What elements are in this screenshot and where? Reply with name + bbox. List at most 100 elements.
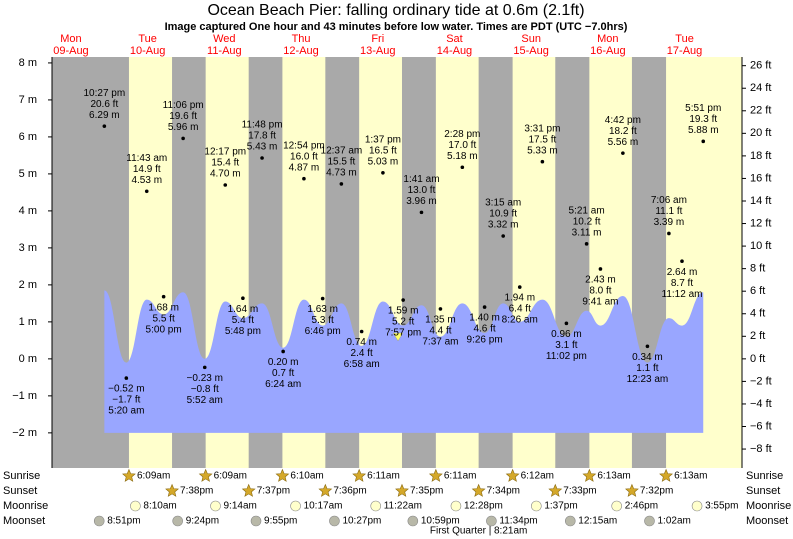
moon-phase: First Quarter — [430, 526, 487, 537]
tide-extreme — [598, 267, 603, 271]
tide-extreme — [381, 170, 385, 175]
extreme-label: 5:51 pm — [685, 103, 721, 114]
y-tick-label: 3 m — [19, 242, 37, 254]
tide-extreme — [124, 376, 129, 380]
extreme-label: 5.18 m — [447, 151, 478, 162]
extreme-label: 10.2 ft — [573, 216, 601, 227]
moonset-icon — [172, 515, 183, 527]
tide-extreme — [359, 329, 364, 334]
day-date: 13-Aug — [360, 45, 395, 57]
tide-extreme — [680, 259, 684, 264]
extreme-label: 2.4 ft — [351, 348, 373, 359]
extreme-label: 8.0 ft — [589, 286, 611, 297]
tide-extreme — [339, 182, 344, 186]
extreme-label: 5:21 am — [569, 205, 605, 216]
extreme-label: 1:37 pm — [365, 134, 401, 145]
tide-extreme — [501, 234, 505, 238]
y2-tick-label: 26 ft — [750, 60, 771, 72]
extreme-label: 11:48 pm — [242, 120, 283, 131]
extreme-label: 5.2 ft — [392, 317, 414, 328]
sunset-time: 7:36pm — [333, 486, 366, 497]
extreme-label: 17.5 ft — [528, 134, 556, 145]
extreme-label: 4.4 ft — [429, 326, 451, 337]
moonset-icon — [486, 515, 497, 527]
extreme-label: 1.1 ft — [636, 363, 658, 374]
y-tick-label: −2 m — [12, 427, 37, 439]
moonset-time: 10:59pm — [421, 516, 460, 527]
extreme-label: 2.43 m — [585, 275, 616, 286]
sunrise-icon — [275, 468, 290, 482]
y-tick-label: 8 m — [19, 57, 37, 69]
sunrise-time: 6:13am — [597, 471, 630, 482]
moonrise-time: 8:10am — [143, 501, 176, 512]
extreme-label: 1.68 m — [148, 302, 179, 313]
tide-extreme — [584, 242, 589, 246]
extreme-label: 0.20 m — [268, 357, 299, 368]
moonrise-icon — [290, 500, 301, 512]
extreme-label: 16.5 ft — [369, 145, 397, 156]
moonset-time: 11:34pm — [499, 516, 537, 527]
y2-tick-label: −6 ft — [750, 420, 772, 432]
tide-extreme — [419, 210, 424, 215]
extreme-label: 5.56 m — [608, 137, 639, 148]
annotations: Mon09-AugTue10-AugWed11-AugThu12-AugFri1… — [3, 33, 791, 527]
sunrise-icon — [428, 468, 443, 482]
extreme-label: 12:54 pm — [283, 140, 325, 151]
sunset-time: 7:34pm — [487, 486, 520, 497]
y2-tick-label: 0 ft — [750, 353, 765, 365]
extreme-label: 7:37 am — [422, 337, 458, 348]
extreme-label: 20.6 ft — [90, 99, 118, 110]
extreme-label: 11:12 am — [662, 289, 703, 300]
y2-tick-label: 2 ft — [750, 330, 765, 342]
tide-extreme — [667, 231, 671, 236]
day-name: Wed — [213, 33, 235, 45]
moonrise-time: 12:28pm — [464, 501, 503, 512]
y2-tick-label: 18 ft — [750, 150, 771, 162]
tide-extreme — [320, 296, 325, 301]
extreme-label: 4.6 ft — [473, 324, 495, 335]
chart-title: Ocean Beach Pier: falling ordinary tide … — [207, 2, 584, 19]
day-date: 11-Aug — [207, 45, 242, 57]
extreme-label: 3.11 m — [572, 227, 602, 238]
moonset-time: 8:51pm — [107, 516, 140, 527]
extreme-label: −0.8 ft — [191, 384, 219, 395]
row-label: Sunrise — [3, 470, 40, 482]
sunrise-icon — [582, 468, 597, 482]
extreme-label: 1.35 m — [425, 315, 456, 326]
moonrise-icon — [531, 500, 542, 512]
extreme-label: 5.88 m — [688, 125, 719, 136]
day-name: Sun — [521, 33, 541, 45]
sunrise-time: 6:10am — [290, 471, 323, 482]
y-tick-label: 2 m — [19, 279, 37, 291]
moonrise-time: 11:22am — [384, 501, 422, 512]
moonset-time: 9:55pm — [264, 516, 297, 527]
sunrise-icon — [505, 468, 520, 482]
extreme-label: 11:02 pm — [546, 351, 587, 362]
tide-extreme — [460, 165, 465, 170]
extreme-label: 6:24 am — [265, 379, 301, 390]
extreme-label: 3.1 ft — [555, 340, 577, 351]
sunset-icon — [471, 483, 486, 497]
day-date: 12-Aug — [283, 45, 318, 57]
extreme-label: 17.0 ft — [448, 140, 476, 151]
extreme-label: 6.29 m — [89, 110, 120, 121]
extreme-label: 6:58 am — [344, 359, 380, 370]
y2-tick-label: −4 ft — [750, 398, 772, 410]
extreme-label: 5.96 m — [168, 122, 199, 133]
extreme-label: 5:00 pm — [146, 324, 182, 335]
moonset-icon — [407, 515, 419, 527]
moonset-icon — [644, 515, 655, 527]
moonrise-icon — [691, 500, 703, 512]
moonrise-icon — [130, 500, 141, 512]
extreme-label: 0.74 m — [346, 337, 377, 348]
extreme-label: 5:48 pm — [225, 326, 261, 337]
moonset-icon — [564, 515, 576, 527]
extreme-label: 12:17 pm — [204, 147, 246, 158]
moon-phase-time: 8:21am — [494, 526, 527, 537]
sunset-time: 7:32pm — [640, 486, 673, 497]
y2-tick-label: 12 ft — [750, 217, 771, 229]
plot-area — [51, 57, 743, 468]
moonrise-time: 1:37pm — [544, 501, 577, 512]
current-time-marker — [392, 332, 404, 342]
